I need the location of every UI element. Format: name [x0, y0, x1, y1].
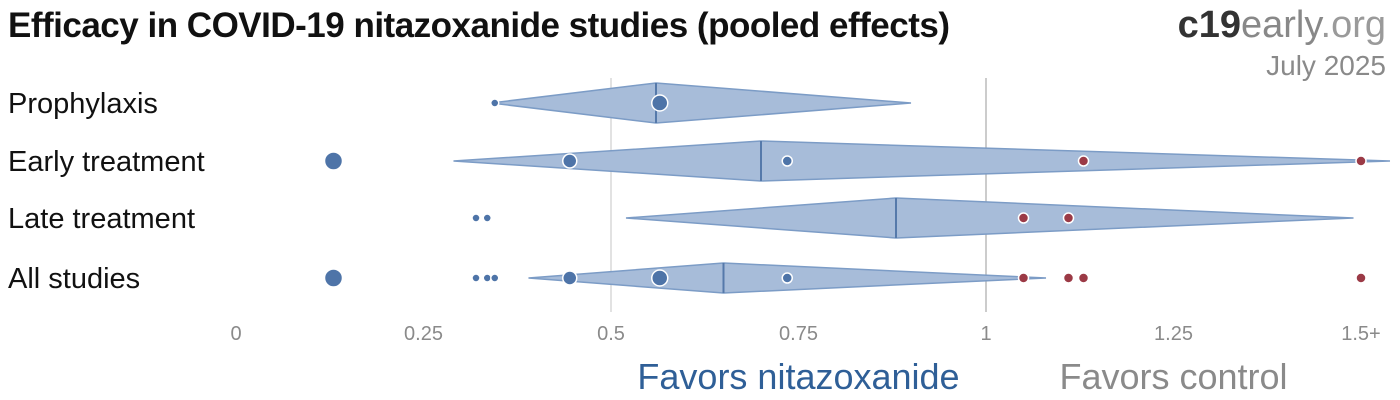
study-point [651, 94, 669, 112]
study-point [651, 269, 669, 287]
tick-label: 0 [230, 323, 241, 345]
brand-part-3: .org [1320, 4, 1386, 46]
tick-label: 1 [980, 323, 991, 345]
row-label: Late treatment [8, 203, 195, 235]
x-axis: 0 0.25 0.5 0.75 1 1.25 1.5+ [230, 323, 1380, 345]
study-point [490, 273, 500, 283]
row-prophylaxis: Prophylaxis [8, 82, 912, 124]
study-point [482, 213, 492, 223]
favors-treatment-label: Favors nitazoxanide [637, 356, 959, 397]
ci-diamond [490, 82, 912, 124]
study-point [562, 270, 578, 286]
study-point [471, 213, 481, 223]
study-point [323, 268, 344, 288]
study-point [1062, 272, 1075, 284]
study-point [1017, 212, 1030, 224]
tick-label: 1.25 [1154, 323, 1193, 345]
study-point [1355, 272, 1367, 284]
tick-label: 0.75 [779, 323, 818, 345]
row-early-treatment: Early treatment [8, 140, 1391, 182]
row-all-studies: All studies [8, 262, 1367, 295]
brand-part-1: c19 [1177, 4, 1241, 46]
study-point [1355, 155, 1367, 167]
chart-title: Efficacy in COVID-19 nitazoxanide studie… [8, 6, 950, 45]
study-point [1062, 212, 1075, 224]
study-point [781, 272, 793, 284]
tick-label: 0.25 [404, 323, 443, 345]
brand-part-2: early [1240, 4, 1321, 46]
ci-diamond [453, 140, 1391, 182]
row-late-treatment: Late treatment [8, 197, 1354, 239]
tick-label: 1.5+ [1341, 323, 1380, 345]
favor-labels: Favors nitazoxanide Favors control [637, 356, 1287, 397]
date-label: July 2025 [1266, 50, 1386, 81]
study-point [1077, 155, 1090, 167]
row-label: Prophylaxis [8, 88, 158, 120]
study-point [1017, 272, 1030, 284]
row-label: Early treatment [8, 146, 205, 178]
study-point [490, 98, 500, 108]
plot-rows: Prophylaxis Early treatment Late treatment… [8, 82, 1391, 295]
tick-label: 0.5 [597, 323, 625, 345]
study-point [323, 151, 344, 171]
favors-control-label: Favors control [1059, 356, 1287, 397]
study-point [781, 155, 793, 167]
brand-logo[interactable]: c19early.org [1178, 4, 1386, 47]
study-point [471, 273, 481, 283]
study-point [1077, 272, 1090, 284]
study-point [562, 153, 578, 169]
ci-diamond [625, 197, 1354, 239]
row-label: All studies [8, 263, 140, 295]
